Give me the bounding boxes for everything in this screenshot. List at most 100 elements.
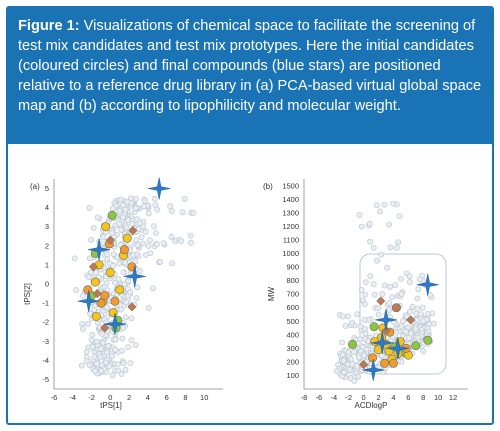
panel-b-candidate-diamond	[376, 296, 386, 306]
panel-a-final-compound-star	[123, 265, 146, 288]
panel-b-library-point	[392, 282, 399, 288]
panel-b-library-point	[384, 264, 391, 271]
panel-a-library-point	[100, 233, 106, 240]
panel-b-library-point	[370, 245, 377, 251]
panel-b-library-point	[376, 208, 383, 215]
panel-b-library-point	[351, 349, 358, 355]
panel-a-library-point	[103, 349, 110, 356]
panel-a-candidate-diamond	[105, 235, 115, 245]
panel-a-library-point	[71, 255, 78, 262]
panel-a-library-point	[142, 198, 148, 204]
panel-a-library-point	[132, 205, 139, 212]
panel-a-library-point	[115, 367, 122, 374]
panel-a-library-point	[116, 220, 123, 227]
panel-a-ytick: 4	[45, 203, 49, 212]
panel-b-library-point	[361, 301, 368, 308]
panel-a-library-point	[120, 269, 127, 276]
panel-b-xtick: 0	[362, 393, 366, 402]
panel-a-library-point	[168, 208, 175, 214]
panel-a-library-point	[114, 361, 121, 367]
panel-a-library-point	[178, 238, 185, 244]
panel-b-candidate-diamond	[406, 315, 416, 325]
panel-b-library-point	[379, 291, 386, 297]
panel-a-candidate-diamond	[128, 225, 138, 236]
panel-a-library-point	[125, 278, 132, 284]
panel-b-library-point	[339, 339, 345, 346]
panel-b-library-point	[386, 300, 393, 307]
panel-a-ytick: 5	[45, 184, 49, 193]
panel-a-library-point	[110, 251, 117, 258]
panel-b-library-point	[396, 213, 403, 219]
panel-a-ytick: 0	[45, 280, 49, 289]
panel-a-library-point	[94, 214, 101, 221]
panel-b-library-point	[386, 221, 392, 228]
panel-b-library-point	[363, 346, 370, 353]
panel-a-library-point	[86, 362, 93, 368]
panel-a: (a) tPS[1] tPS[2] -6 -4 -2 0 2 4 6 8 10543210-1-…	[23, 177, 223, 410]
panel-a-library-point	[167, 203, 174, 210]
panel-b-ytick: 1100	[283, 235, 299, 244]
panel-b-library-point	[356, 212, 363, 218]
panel-a-ytick: 3	[45, 222, 49, 231]
figure-plots: (a) tPS[1] tPS[2] -6 -4 -2 0 2 4 6 8 10543210-1-…	[23, 177, 468, 410]
panel-a-library-point	[150, 285, 156, 292]
panel-a-library-point	[119, 214, 126, 221]
panel-b-ytick: 1300	[282, 208, 299, 217]
panel-b-library-point	[409, 303, 416, 310]
panel-b-library-point	[348, 356, 354, 363]
panel-a-library-point	[122, 259, 128, 266]
panel-a-candidate-circle	[101, 222, 111, 232]
panel-a-xtick: 4	[146, 393, 150, 402]
panel-b-library-point	[397, 276, 404, 282]
panel-b-xtick: -6	[316, 393, 323, 402]
panel-a-ytick: -5	[42, 375, 49, 384]
panel-b-library-point	[346, 366, 353, 373]
panel-a-library-point	[85, 320, 91, 327]
figure-box: Figure 1: Visualizations of chemical spa…	[6, 6, 494, 425]
figure-caption: Figure 1: Visualizations of chemical spa…	[8, 8, 492, 144]
panel-a-library-point	[124, 198, 131, 205]
panel-a-library-point	[110, 205, 116, 212]
panel-b-library-point	[424, 310, 431, 317]
panel-a-library-point	[125, 217, 132, 223]
panel-a-library-point	[157, 258, 163, 265]
panel-a-library-point	[87, 310, 93, 317]
panel-b-ylabel: MW	[267, 286, 276, 301]
panel-b-final-compound-star	[386, 337, 409, 360]
panel-b-library-point	[400, 318, 406, 324]
panel-a-library-point	[103, 359, 109, 366]
panel-a-ylabel: tPS[2]	[23, 283, 32, 305]
panel-b-candidate-circle	[423, 335, 433, 345]
panel-b-xtick: 10	[434, 393, 442, 402]
panel-a-library-point	[129, 220, 135, 227]
panel-a-library-point	[120, 325, 127, 331]
panel-a-candidate-diamond	[127, 302, 137, 312]
panel-a-library-point	[109, 372, 116, 379]
panel-a-library-point	[98, 345, 104, 352]
panel-a-library-point	[128, 195, 134, 201]
panel-a-library-point	[122, 366, 129, 373]
panel-a-candidate-circle	[110, 296, 120, 306]
panel-a-library-point	[73, 287, 80, 293]
panel-a-library-point	[86, 274, 92, 280]
panel-b-library-point	[370, 281, 377, 287]
panel-b-candidate-circle	[347, 339, 357, 349]
caption-text: Visualizations of chemical space to faci…	[18, 18, 482, 114]
panel-a-library-point	[89, 343, 96, 350]
panel-b-xtick: 12	[449, 393, 457, 402]
panel-b-library-point	[389, 294, 396, 301]
panel-b-library-point	[398, 323, 405, 330]
panel-b-ytick: 600	[286, 303, 299, 312]
panel-a-library-point	[79, 325, 86, 332]
panel-b-final-compound-star	[374, 308, 398, 331]
panel-b-library-point	[358, 286, 365, 293]
panel-a-library-point	[98, 330, 105, 337]
panel-a-library-point	[134, 242, 141, 248]
panel-b-label: (b)	[263, 182, 273, 191]
panel-b-xtick: 6	[406, 393, 410, 402]
panel-a-candidate-circle	[107, 210, 117, 220]
panel-b-ytick: 200	[286, 357, 299, 366]
panel-b-library-point	[413, 310, 420, 317]
panel-a-library-point	[112, 336, 119, 343]
panel-a-library-point	[133, 196, 139, 202]
